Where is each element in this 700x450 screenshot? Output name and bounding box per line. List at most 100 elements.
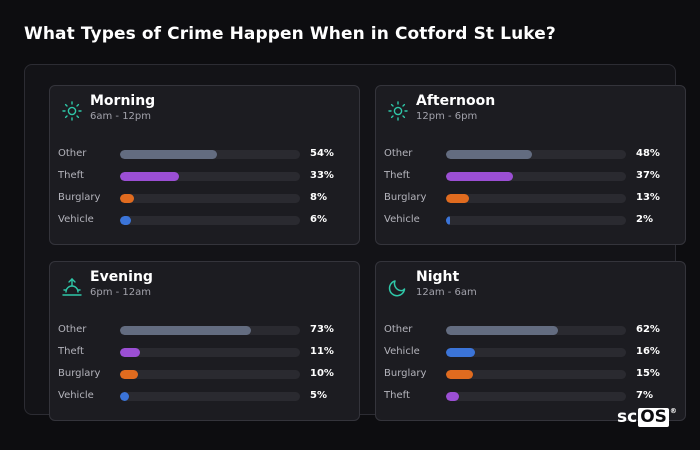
crime-percent: 10% bbox=[310, 368, 334, 379]
crime-percent: 37% bbox=[636, 170, 660, 181]
card-title: Afternoon bbox=[416, 93, 496, 109]
bar-fill bbox=[446, 326, 558, 335]
crime-row: Burglary 10% bbox=[58, 367, 348, 383]
crime-percent: 5% bbox=[310, 390, 327, 401]
card-subtitle: 6am - 12pm bbox=[90, 111, 152, 122]
crime-percent: 62% bbox=[636, 324, 660, 335]
bar-track bbox=[120, 348, 300, 357]
crime-row: Theft 33% bbox=[58, 169, 348, 185]
bar-track bbox=[120, 194, 300, 203]
scos-logo: sc OS ® bbox=[617, 407, 677, 427]
bar-fill bbox=[120, 216, 131, 225]
bar-track bbox=[120, 392, 300, 401]
bar-fill bbox=[446, 392, 459, 401]
bar-track bbox=[446, 348, 626, 357]
crime-label: Vehicle bbox=[58, 390, 94, 401]
card-afternoon: Afternoon 12pm - 6pm Other 48% Theft 37%… bbox=[375, 85, 686, 245]
bar-track bbox=[446, 216, 626, 225]
logo-boxed: OS bbox=[638, 406, 669, 427]
crime-row: Other 62% bbox=[384, 323, 674, 339]
bar-track bbox=[446, 392, 626, 401]
bar-fill bbox=[446, 172, 513, 181]
bar-fill bbox=[120, 150, 218, 159]
bar-track bbox=[120, 172, 300, 181]
bar-track bbox=[446, 150, 626, 159]
card-night: Night 12am - 6am Other 62% Vehicle 16% B… bbox=[375, 261, 686, 421]
crime-label: Burglary bbox=[58, 368, 101, 379]
crime-label: Theft bbox=[384, 390, 410, 401]
bar-track bbox=[120, 216, 300, 225]
crime-percent: 11% bbox=[310, 346, 334, 357]
crime-label: Vehicle bbox=[58, 214, 94, 225]
bar-fill bbox=[446, 348, 475, 357]
logo-registered-mark: ® bbox=[669, 407, 677, 415]
logo-prefix: sc bbox=[617, 407, 638, 427]
crime-row: Theft 37% bbox=[384, 169, 674, 185]
crime-percent: 54% bbox=[310, 148, 334, 159]
card-title: Morning bbox=[90, 93, 156, 109]
card-subtitle: 12am - 6am bbox=[416, 287, 477, 298]
crime-percent: 13% bbox=[636, 192, 660, 203]
sun-icon bbox=[61, 100, 83, 122]
bar-fill bbox=[120, 194, 135, 203]
bar-track bbox=[120, 150, 300, 159]
sunset-icon bbox=[61, 276, 83, 298]
card-morning: Morning 6am - 12pm Other 54% Theft 33% B… bbox=[49, 85, 360, 245]
crime-percent: 33% bbox=[310, 170, 334, 181]
card-subtitle: 6pm - 12am bbox=[90, 287, 152, 298]
crime-row: Vehicle 16% bbox=[384, 345, 674, 361]
crime-label: Vehicle bbox=[384, 346, 420, 357]
bar-fill bbox=[446, 150, 533, 159]
crime-row: Burglary 8% bbox=[58, 191, 348, 207]
crime-label: Theft bbox=[58, 170, 84, 181]
crime-row: Other 54% bbox=[58, 147, 348, 163]
card-title: Evening bbox=[90, 269, 153, 285]
crime-percent: 15% bbox=[636, 368, 660, 379]
card-subtitle: 12pm - 6pm bbox=[416, 111, 478, 122]
page-title: What Types of Crime Happen When in Cotfo… bbox=[24, 24, 556, 44]
crime-row: Theft 11% bbox=[58, 345, 348, 361]
bar-fill bbox=[120, 326, 252, 335]
bar-track bbox=[120, 370, 300, 379]
bar-fill bbox=[120, 172, 180, 181]
crime-row: Burglary 13% bbox=[384, 191, 674, 207]
crime-row: Theft 7% bbox=[384, 389, 674, 405]
bar-track bbox=[446, 172, 626, 181]
bar-track bbox=[446, 326, 626, 335]
crime-label: Other bbox=[58, 148, 87, 159]
bar-fill bbox=[446, 370, 473, 379]
card-evening: Evening 6pm - 12am Other 73% Theft 11% B… bbox=[49, 261, 360, 421]
crime-label: Burglary bbox=[384, 368, 427, 379]
crime-row: Vehicle 2% bbox=[384, 213, 674, 229]
crime-label: Other bbox=[384, 324, 413, 335]
crime-label: Other bbox=[58, 324, 87, 335]
moon-icon bbox=[387, 276, 409, 298]
bar-fill bbox=[120, 370, 138, 379]
crime-row: Vehicle 6% bbox=[58, 213, 348, 229]
card-title: Night bbox=[416, 269, 460, 285]
crime-label: Other bbox=[384, 148, 413, 159]
crime-percent: 16% bbox=[636, 346, 660, 357]
bar-fill bbox=[446, 216, 450, 225]
crime-label: Vehicle bbox=[384, 214, 420, 225]
crime-row: Vehicle 5% bbox=[58, 389, 348, 405]
crime-percent: 8% bbox=[310, 192, 327, 203]
crime-row: Burglary 15% bbox=[384, 367, 674, 383]
crime-row: Other 73% bbox=[58, 323, 348, 339]
crime-percent: 2% bbox=[636, 214, 653, 225]
bar-track bbox=[446, 370, 626, 379]
crime-percent: 6% bbox=[310, 214, 327, 225]
crime-label: Theft bbox=[384, 170, 410, 181]
crime-label: Theft bbox=[58, 346, 84, 357]
bar-track bbox=[446, 194, 626, 203]
bar-fill bbox=[120, 392, 129, 401]
crime-row: Other 48% bbox=[384, 147, 674, 163]
crime-label: Burglary bbox=[58, 192, 101, 203]
crime-percent: 73% bbox=[310, 324, 334, 335]
sun-icon bbox=[387, 100, 409, 122]
bar-fill bbox=[120, 348, 140, 357]
bar-fill bbox=[446, 194, 470, 203]
crime-label: Burglary bbox=[384, 192, 427, 203]
crime-percent: 7% bbox=[636, 390, 653, 401]
bar-track bbox=[120, 326, 300, 335]
